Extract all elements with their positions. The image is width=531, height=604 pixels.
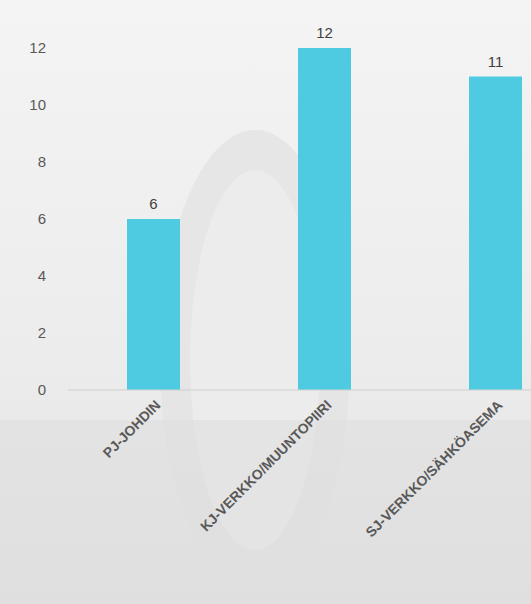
bar bbox=[127, 219, 180, 390]
data-label: 11 bbox=[488, 53, 504, 70]
x-tick-label: SJ-VERKKO/SÄHKÖASEMA bbox=[362, 397, 505, 540]
data-label: 6 bbox=[149, 195, 157, 212]
data-label: 12 bbox=[316, 24, 333, 41]
y-tick-label: 8 bbox=[38, 153, 46, 170]
x-tick-label: PJ-JOHDIN bbox=[99, 397, 163, 461]
background bbox=[0, 0, 531, 604]
y-tick-label: 0 bbox=[38, 381, 46, 398]
y-tick-label: 2 bbox=[38, 324, 46, 341]
y-tick-label: 4 bbox=[38, 267, 46, 284]
x-axis-line bbox=[68, 389, 531, 390]
y-tick-label: 6 bbox=[38, 210, 46, 227]
x-tick-label: KJ-VERKKO/MUUNTOPIIRI bbox=[197, 397, 335, 535]
bar bbox=[298, 48, 351, 390]
bar bbox=[469, 77, 522, 391]
y-tick-label: 10 bbox=[29, 96, 46, 113]
chart: 0 2 4 6 8 10 12 6 12 11 PJ-JOHDIN KJ-VERKKO/MUUNTOP… bbox=[0, 0, 531, 604]
y-tick-label: 12 bbox=[29, 39, 46, 56]
bars bbox=[127, 48, 522, 390]
